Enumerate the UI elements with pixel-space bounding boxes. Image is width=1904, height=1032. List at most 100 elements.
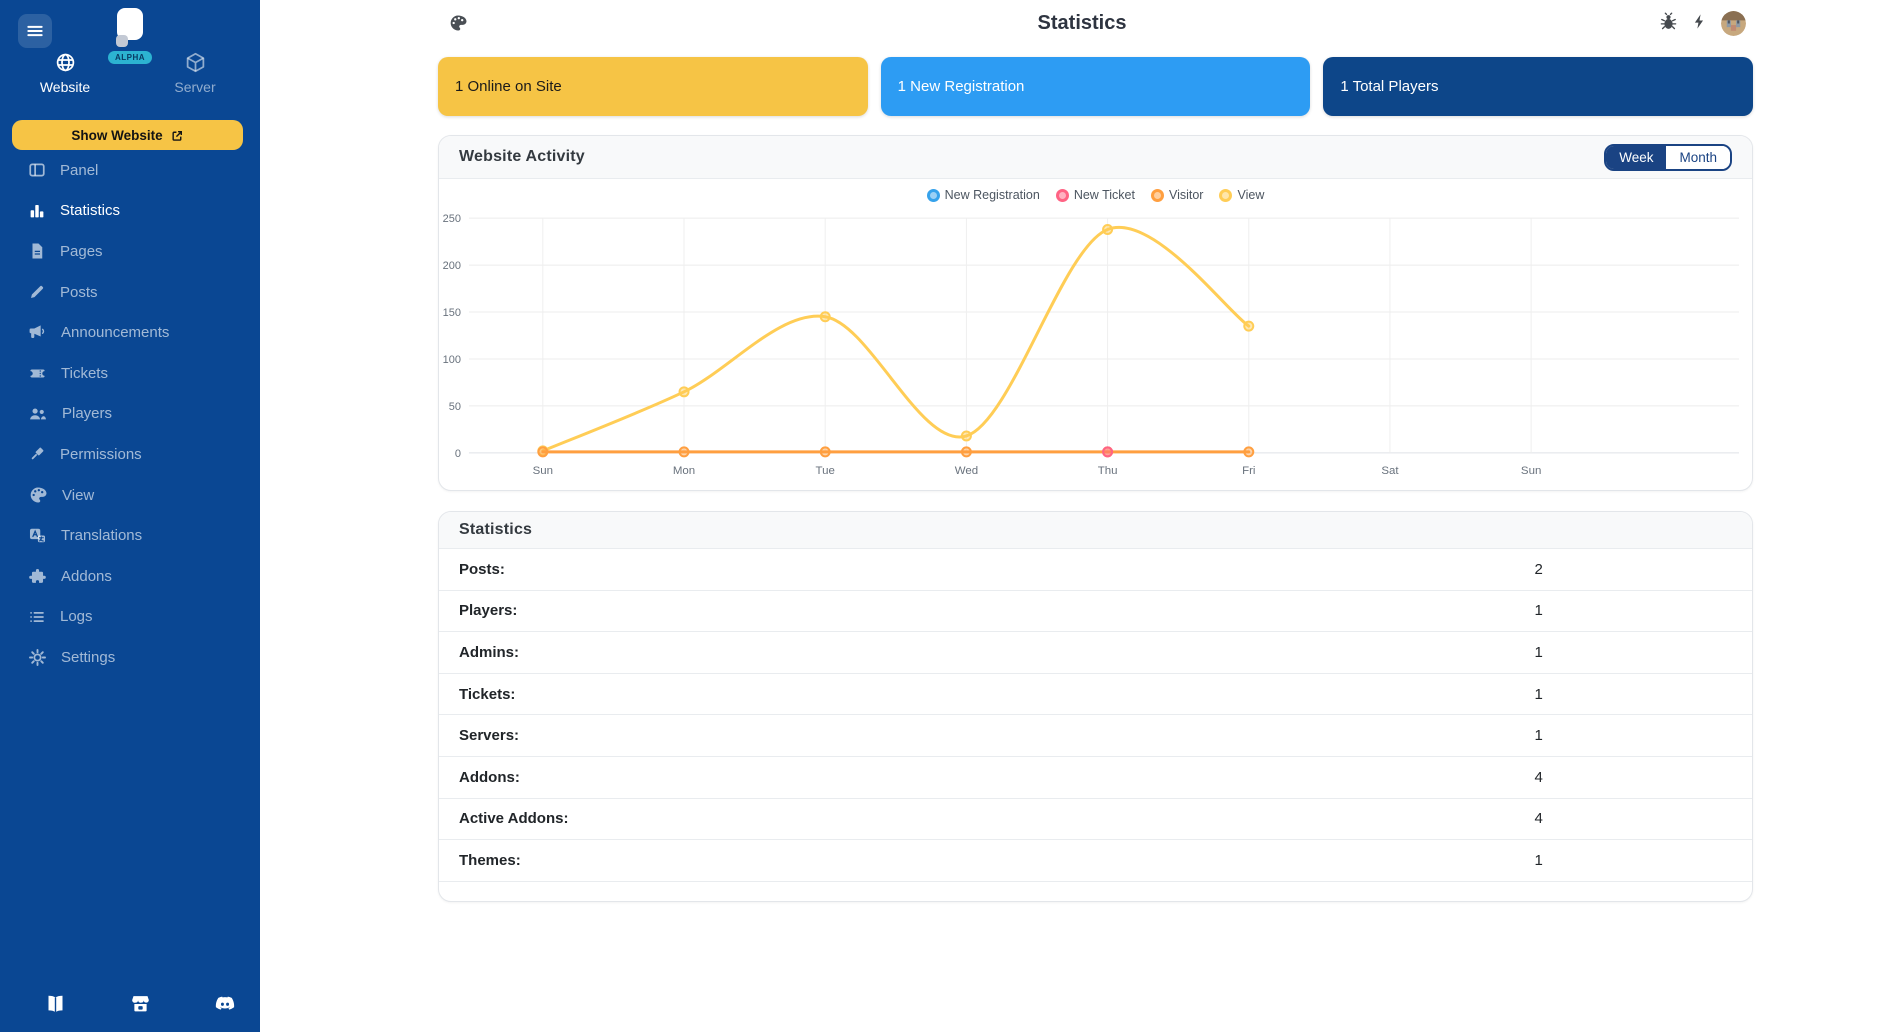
sidebar-item-settings[interactable]: Settings (0, 637, 260, 678)
topbar-actions (1659, 11, 1746, 36)
discord-icon (214, 993, 236, 1015)
show-website-label: Show Website (71, 127, 163, 143)
legend-item-visitor[interactable]: Visitor (1150, 188, 1203, 202)
bug-button[interactable] (1659, 12, 1678, 36)
row-label: Themes: (459, 851, 521, 869)
lightning-button[interactable] (1691, 13, 1708, 35)
legend-item-new-registration[interactable]: New Registration (926, 188, 1040, 202)
row-label: Players: (459, 602, 518, 620)
sidebar-item-posts[interactable]: Posts (0, 272, 260, 313)
table-row: Servers: 1 (439, 715, 1752, 757)
discord-link[interactable] (214, 993, 236, 1020)
sidebar-item-addons[interactable]: Addons (0, 556, 260, 597)
svg-text:100: 100 (443, 354, 461, 366)
sidebar-item-tickets[interactable]: Tickets (0, 353, 260, 394)
sidebar-tab-website[interactable]: Website (0, 52, 130, 95)
table-row: Posts: 2 (439, 549, 1752, 591)
stats-icon (28, 202, 46, 220)
row-value: 2 (1534, 560, 1543, 578)
svg-text:Sat: Sat (1381, 465, 1399, 477)
sidebar-item-logs[interactable]: Logs (0, 597, 260, 638)
statistics-table-title: Statistics (459, 521, 533, 538)
sidebar-item-announcements[interactable]: Announcements (0, 312, 260, 353)
statistics-rows: Posts: 2 Players: 1 Admins: 1 Tickets: 1 Servers… (439, 549, 1752, 882)
lightning-icon (1691, 13, 1708, 30)
svg-text:Tue: Tue (816, 465, 835, 477)
table-row: Active Addons: 4 (439, 799, 1752, 841)
globe-icon (55, 52, 76, 73)
legend-swatch (1150, 188, 1164, 202)
row-value: 1 (1534, 851, 1543, 869)
stat-card: 1 New Registration (880, 57, 1311, 116)
svg-text:0: 0 (455, 448, 461, 460)
activity-card-header: Website Activity Week Month (439, 136, 1752, 179)
sidebar-item-statistics[interactable]: Statistics (0, 191, 260, 232)
sidebar-item-permissions[interactable]: Permissions (0, 434, 260, 475)
svg-text:Sun: Sun (1521, 465, 1541, 477)
svg-text:50: 50 (449, 401, 461, 413)
stat-card-label: 1 Online on Site (455, 78, 562, 95)
logo-dot (116, 35, 128, 47)
stat-card: 1 Total Players (1323, 57, 1754, 116)
store-link[interactable] (130, 993, 151, 1020)
chart-body: New Registration New Ticket Visitor View 0 5… (439, 179, 1752, 490)
table-row: Themes: 1 (439, 840, 1752, 882)
sidebar-item-view[interactable]: View (0, 475, 260, 516)
range-month-button[interactable]: Month (1666, 145, 1730, 169)
legend-swatch (1219, 188, 1233, 202)
menu-toggle-button[interactable] (18, 14, 52, 48)
panel-icon (28, 161, 46, 179)
book-icon (45, 993, 66, 1014)
alpha-badge: ALPHA (107, 51, 153, 64)
sidebar-menu: Panel Statistics Pages Posts Announcements Ti… (0, 150, 260, 678)
table-row: Tickets: 1 (439, 674, 1752, 716)
row-label: Servers: (459, 727, 520, 745)
sidebar-item-players[interactable]: Players (0, 394, 260, 435)
svg-text:Fri: Fri (1242, 465, 1255, 477)
table-footer (439, 882, 1752, 901)
table-row: Admins: 1 (439, 632, 1752, 674)
stat-card-label: 1 New Registration (897, 78, 1025, 95)
row-value: 4 (1534, 810, 1543, 828)
sidebar-footer (0, 993, 260, 1020)
row-value: 4 (1534, 768, 1543, 786)
legend-swatch (926, 188, 940, 202)
stat-cards-row: 1 Online on Site 1 New Registration 1 Tota… (438, 57, 1754, 116)
list-icon (28, 608, 46, 626)
main-content: 1 Online on Site 1 New Registration 1 Tota… (438, 57, 1754, 902)
sidebar-item-label: Permissions (60, 445, 142, 463)
ticket-icon (28, 364, 47, 383)
row-label: Active Addons: (459, 810, 569, 828)
sidebar-item-translations[interactable]: Translations (0, 515, 260, 556)
sidebar-item-label: Tickets (61, 364, 108, 382)
megaphone-icon (28, 323, 47, 342)
svg-text:250: 250 (443, 213, 461, 225)
book-link[interactable] (45, 993, 66, 1020)
range-week-button[interactable]: Week (1606, 145, 1667, 169)
store-icon (130, 993, 151, 1014)
sidebar-tab-server[interactable]: Server (130, 52, 260, 95)
show-website-button[interactable]: Show Website (12, 120, 243, 150)
sidebar: ALPHA Website Server Show Website Panel St… (0, 0, 260, 1032)
user-avatar[interactable] (1721, 11, 1746, 36)
sidebar-item-panel[interactable]: Panel (0, 150, 260, 191)
sidebar-item-pages[interactable]: Pages (0, 231, 260, 272)
svg-text:Sun: Sun (533, 465, 553, 477)
users-icon (28, 404, 48, 424)
table-row: Addons: 4 (439, 757, 1752, 799)
legend-item-view[interactable]: View (1219, 188, 1264, 202)
sidebar-item-label: Settings (61, 648, 116, 666)
sidebar-tab-label: Website (39, 79, 91, 95)
logo-mark (116, 8, 143, 47)
row-value: 1 (1534, 602, 1543, 620)
legend-item-new-ticket[interactable]: New Ticket (1055, 188, 1135, 202)
svg-text:Mon: Mon (673, 465, 695, 477)
sidebar-item-label: Panel (60, 161, 99, 179)
sidebar-item-label: Addons (61, 567, 112, 585)
range-toggle: Week Month (1604, 143, 1732, 171)
svg-text:200: 200 (443, 260, 461, 272)
theme-palette-button[interactable] (448, 13, 470, 35)
sidebar-item-label: Translations (61, 527, 143, 545)
chart-legend: New Registration New Ticket Visitor View (439, 188, 1752, 202)
app-logo: ALPHA (104, 8, 156, 65)
